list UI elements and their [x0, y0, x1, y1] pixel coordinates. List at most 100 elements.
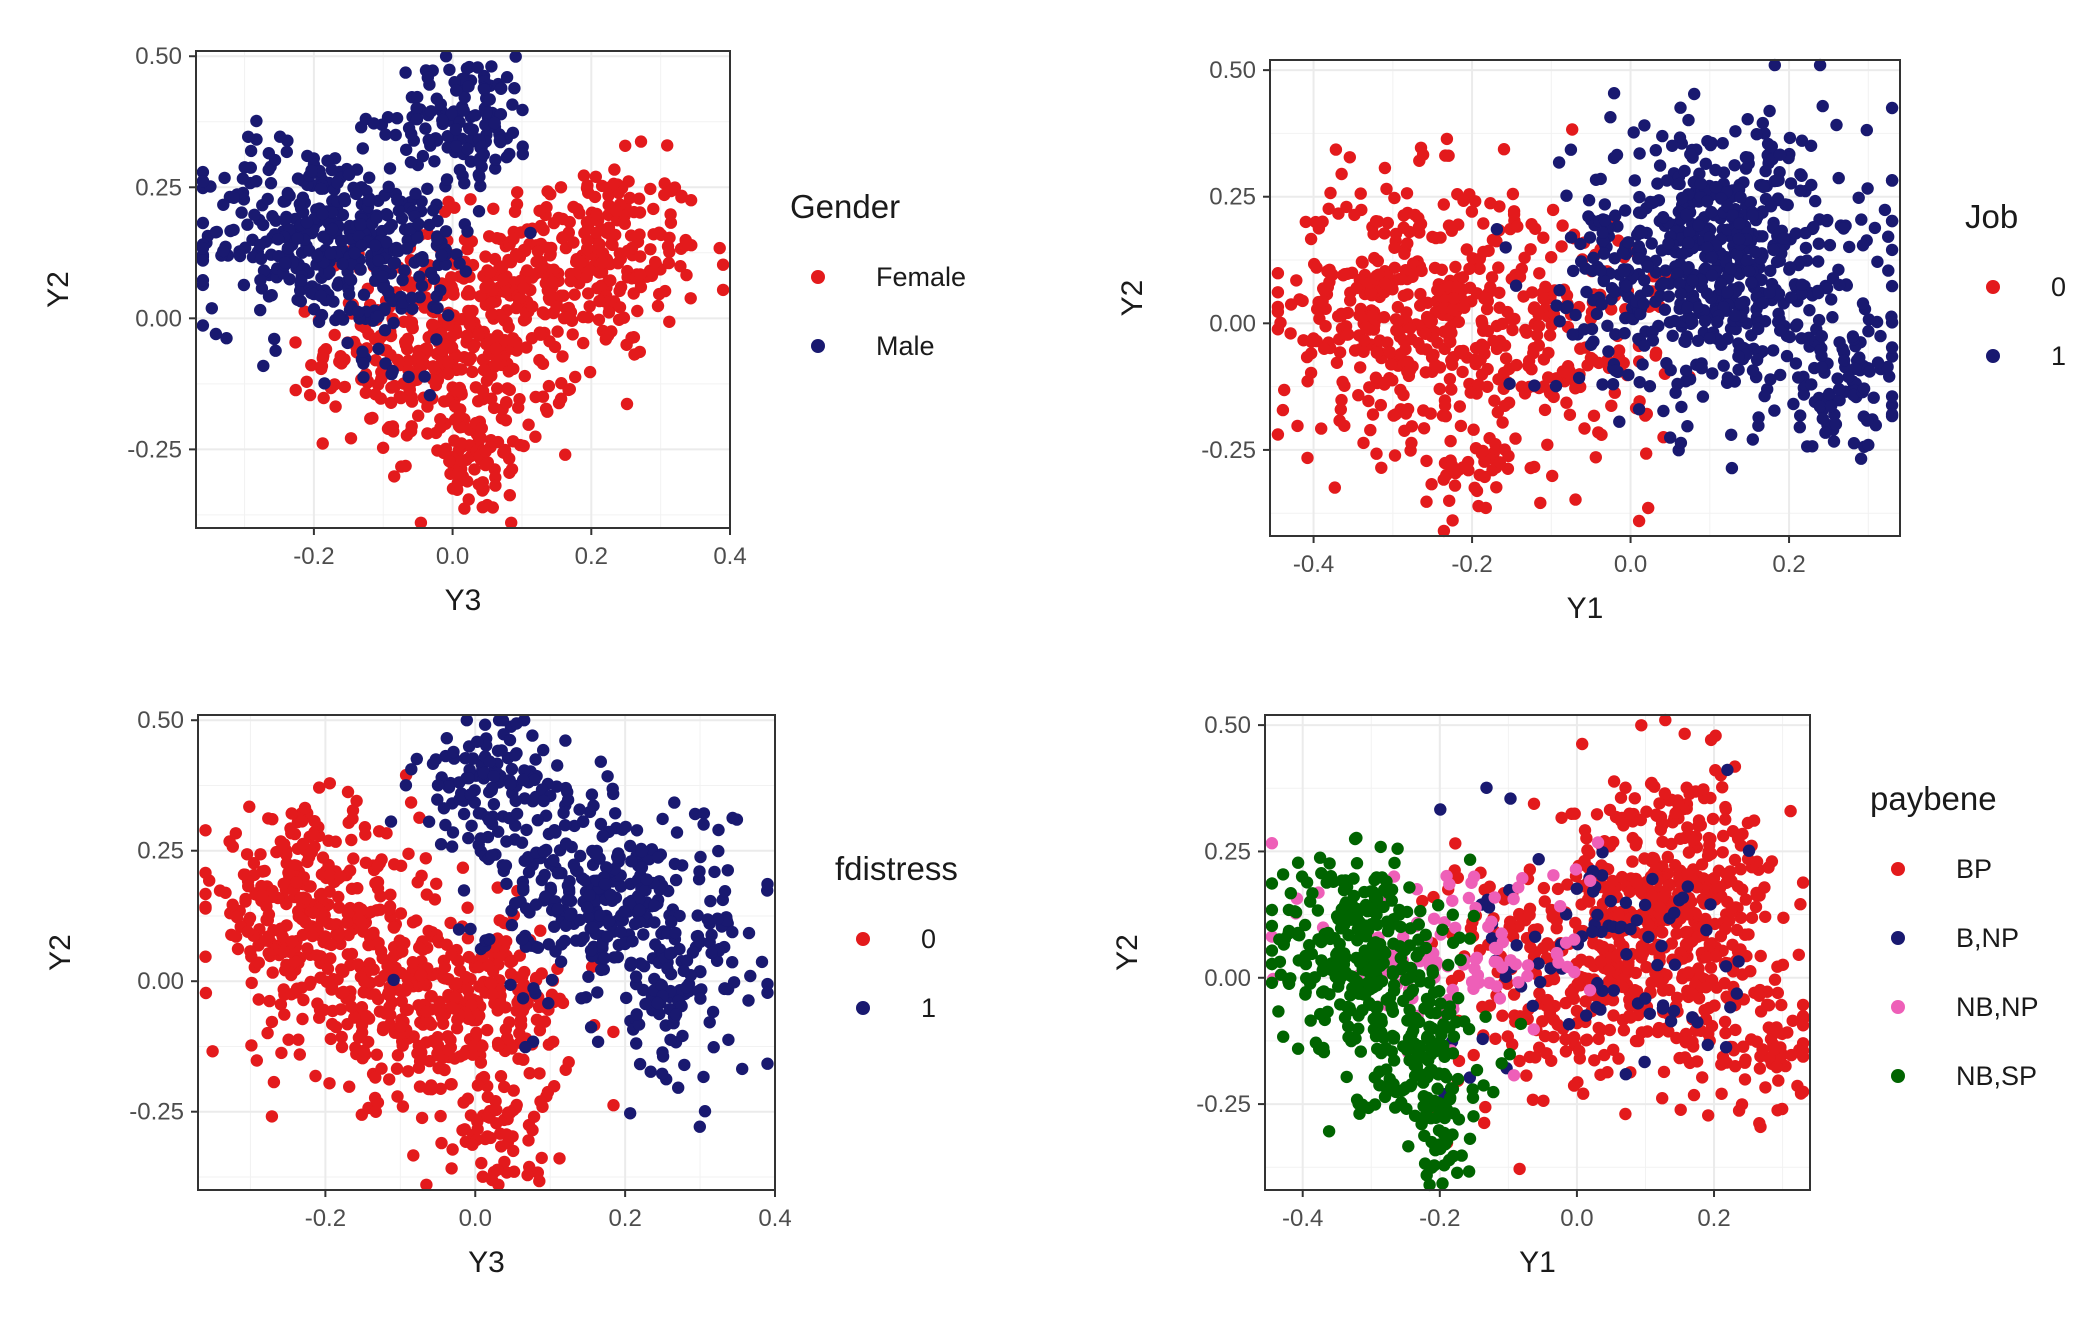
data-point [665, 184, 678, 198]
data-point [707, 1041, 720, 1054]
data-point [1725, 461, 1739, 475]
data-point [602, 914, 616, 928]
data-point [387, 316, 400, 330]
data-point [1699, 981, 1713, 994]
data-point [504, 978, 517, 991]
data-point [516, 103, 529, 117]
data-point [1752, 411, 1765, 424]
data-point [362, 938, 375, 952]
data-point [1753, 1117, 1766, 1130]
data-point [1732, 955, 1745, 968]
data-point [1681, 301, 1694, 314]
data-point [462, 772, 475, 785]
data-point [1816, 412, 1830, 425]
y-tick-label: -0.25 [129, 1099, 184, 1126]
data-point [1502, 449, 1515, 463]
data-point [637, 928, 650, 941]
data-point [472, 205, 486, 218]
data-point [1480, 302, 1494, 316]
data-point [479, 458, 492, 472]
data-point [1454, 419, 1468, 433]
data-point [1344, 294, 1357, 307]
data-point [331, 279, 344, 292]
data-point [1725, 428, 1738, 441]
data-point [1547, 1030, 1560, 1044]
data-point [726, 925, 739, 939]
data-point [316, 352, 329, 365]
data-point [1567, 264, 1580, 278]
data-point [319, 930, 332, 943]
data-point [439, 258, 452, 271]
data-point [1719, 922, 1732, 936]
data-point [279, 256, 292, 269]
data-point [1752, 322, 1765, 336]
data-point [1300, 350, 1314, 364]
data-point [1476, 444, 1490, 458]
data-point [422, 815, 436, 828]
data-point [1594, 172, 1607, 186]
data-point [1732, 363, 1745, 376]
data-point [554, 392, 568, 405]
data-point [1635, 719, 1648, 732]
data-point [1719, 960, 1733, 973]
data-point [1683, 226, 1696, 239]
data-point [625, 241, 639, 255]
data-point [1271, 428, 1285, 441]
data-point [1646, 872, 1659, 886]
data-point [507, 362, 520, 376]
data-point [452, 923, 466, 936]
data-point [1704, 733, 1718, 747]
data-point [257, 359, 270, 373]
data-point [608, 163, 621, 176]
data-point [262, 147, 275, 160]
data-point [476, 501, 489, 514]
data-point [205, 302, 218, 315]
data-point [427, 204, 440, 217]
data-point [457, 104, 470, 117]
data-point [512, 401, 525, 414]
data-point [1721, 371, 1735, 384]
data-point [655, 979, 668, 992]
data-point [1862, 438, 1875, 452]
data-point [505, 918, 519, 932]
data-point [369, 877, 382, 890]
data-point [1606, 378, 1620, 391]
data-point [1572, 371, 1586, 385]
data-point [1862, 325, 1875, 338]
data-point [338, 380, 351, 394]
data-point [533, 204, 546, 217]
data-point [1596, 942, 1609, 955]
data-point [1664, 1015, 1678, 1028]
data-point [1856, 297, 1870, 310]
data-point [466, 752, 480, 765]
data-point [1560, 189, 1573, 202]
x-tick-label: -0.4 [1293, 551, 1334, 578]
data-point [391, 193, 404, 207]
data-point [1649, 144, 1663, 157]
data-point [1756, 296, 1770, 310]
data-point [230, 910, 244, 924]
data-point [1733, 217, 1746, 230]
data-point [325, 938, 338, 952]
data-point [1490, 481, 1503, 494]
data-point [1709, 163, 1722, 177]
data-point [1483, 999, 1497, 1012]
data-point [1271, 323, 1285, 336]
data-point [1362, 394, 1375, 408]
data-point [1763, 104, 1776, 118]
data-point [1678, 1051, 1692, 1064]
data-point [380, 235, 393, 249]
data-point [580, 182, 594, 195]
data-point [674, 260, 687, 273]
data-point [371, 860, 384, 873]
data-point [1284, 327, 1297, 340]
data-point [351, 882, 364, 895]
data-point [1401, 365, 1414, 378]
data-point [1861, 182, 1874, 195]
data-point [478, 718, 492, 731]
series-female [289, 135, 730, 529]
data-point [1813, 58, 1827, 72]
data-point [352, 1031, 366, 1044]
data-point [1582, 210, 1595, 223]
panel-border [1269, 59, 1901, 537]
